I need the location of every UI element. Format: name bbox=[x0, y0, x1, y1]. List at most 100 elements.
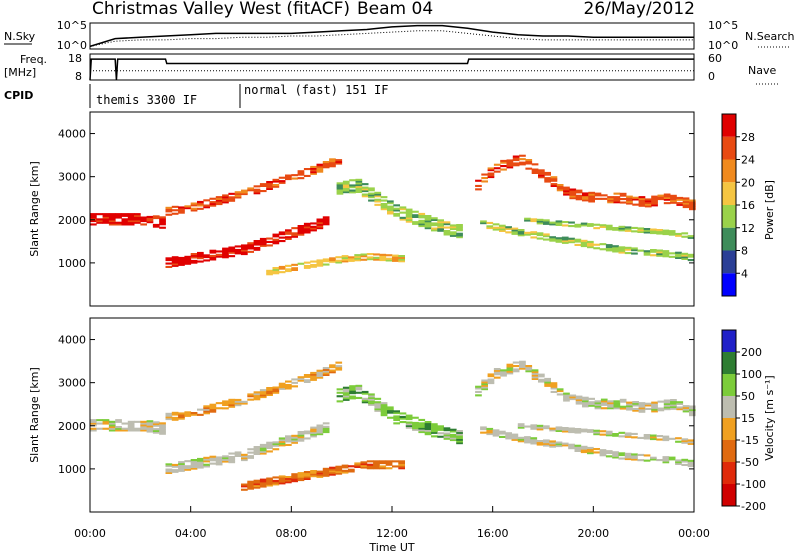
heatmap-cell bbox=[329, 369, 336, 372]
heatmap-cell bbox=[399, 421, 407, 424]
heatmap-cell bbox=[431, 435, 438, 438]
heatmap-cell bbox=[456, 232, 463, 235]
heatmap-cell bbox=[580, 445, 588, 448]
heatmap-cell bbox=[171, 205, 179, 208]
heatmap-cell bbox=[278, 271, 286, 274]
heatmap-cell bbox=[247, 484, 254, 487]
heatmap-cell bbox=[670, 196, 677, 199]
heatmap-cell bbox=[303, 224, 311, 227]
heatmap-cell bbox=[102, 422, 110, 425]
heatmap-cell bbox=[310, 171, 317, 174]
heatmap-cell bbox=[682, 204, 690, 207]
heatmap-cell bbox=[127, 427, 135, 430]
heatmap-cell bbox=[493, 170, 501, 173]
heatmap-cell bbox=[536, 218, 544, 221]
heatmap-cell bbox=[171, 418, 179, 421]
heatmap-cell bbox=[368, 196, 375, 199]
heatmap-cell bbox=[171, 470, 179, 473]
heatmap-cell bbox=[228, 461, 236, 464]
heatmap-cell bbox=[575, 191, 583, 194]
cpid-label: CPID bbox=[4, 89, 33, 102]
heatmap-cell bbox=[380, 206, 388, 209]
heatmap-cell bbox=[399, 211, 407, 214]
heatmap-cell bbox=[278, 181, 286, 184]
heatmap-cell bbox=[152, 429, 160, 432]
heatmap-cell bbox=[594, 407, 602, 410]
heatmap-cell bbox=[184, 255, 192, 258]
heatmap-cell bbox=[266, 387, 273, 390]
heatmap-cell bbox=[431, 222, 438, 225]
heatmap-cell bbox=[253, 481, 261, 484]
heatmap-cell bbox=[682, 408, 690, 411]
heatmap-cell bbox=[487, 167, 495, 170]
heatmap-cell bbox=[556, 185, 564, 188]
heatmap-cell bbox=[266, 237, 273, 240]
heatmap-cell bbox=[121, 422, 129, 425]
heatmap-cell bbox=[449, 435, 457, 438]
heatmap-cell bbox=[643, 253, 651, 256]
heatmap-cell bbox=[247, 247, 254, 250]
heatmap-cell bbox=[543, 425, 550, 428]
heatmap-cell bbox=[379, 467, 387, 470]
heatmap-cell bbox=[405, 424, 413, 427]
heatmap-cell bbox=[481, 383, 488, 386]
heatmap-cell bbox=[134, 216, 141, 219]
heatmap-cell bbox=[165, 208, 173, 211]
heatmap-cell bbox=[506, 166, 514, 169]
colorbar-segment bbox=[722, 227, 736, 251]
heatmap-cell bbox=[272, 235, 280, 238]
heatmap-cell bbox=[575, 194, 583, 197]
heatmap-cell bbox=[259, 389, 267, 392]
heatmap-cell bbox=[650, 230, 657, 233]
heatmap-cell bbox=[456, 224, 463, 227]
heatmap-cell bbox=[517, 234, 525, 237]
heatmap-cell bbox=[393, 209, 400, 212]
heatmap-cell bbox=[575, 196, 583, 199]
heatmap-cell bbox=[285, 264, 292, 267]
heatmap-cell bbox=[668, 255, 676, 258]
heatmap-cell bbox=[393, 412, 400, 415]
heatmap-cell bbox=[517, 426, 525, 429]
heatmap-cell bbox=[650, 250, 657, 253]
heatmap-cell bbox=[618, 249, 626, 252]
heatmap-cell bbox=[437, 228, 444, 231]
heatmap-cell bbox=[108, 220, 116, 223]
heatmap-cell bbox=[115, 223, 122, 226]
heatmap-cell bbox=[405, 208, 413, 211]
heatmap-cell bbox=[631, 453, 638, 456]
heatmap-cell bbox=[449, 439, 457, 442]
heatmap-cell bbox=[431, 426, 438, 429]
heatmap-cell bbox=[481, 381, 488, 384]
heatmap-cell bbox=[424, 422, 432, 425]
heatmap-cell bbox=[626, 405, 633, 408]
heatmap-cell bbox=[197, 255, 204, 258]
heatmap-cell bbox=[184, 465, 192, 468]
heatmap-cell bbox=[303, 265, 311, 268]
heatmap-cell bbox=[203, 206, 210, 209]
heatmap-cell bbox=[285, 270, 292, 273]
heatmap-cell bbox=[424, 225, 432, 228]
heatmap-cell bbox=[379, 255, 387, 258]
heatmap-cell bbox=[285, 174, 292, 177]
heatmap-cell bbox=[682, 197, 690, 200]
heatmap-cell bbox=[650, 436, 657, 439]
heatmap-cell bbox=[549, 236, 556, 239]
heatmap-cell bbox=[456, 234, 463, 237]
heatmap-cell bbox=[197, 204, 204, 207]
heatmap-cell bbox=[336, 184, 344, 187]
heatmap-cell bbox=[336, 182, 344, 185]
heatmap-cell bbox=[90, 216, 97, 219]
heatmap-cell bbox=[310, 264, 317, 267]
heatmap-cell bbox=[349, 386, 356, 389]
heatmap-cell bbox=[511, 227, 519, 230]
heatmap-cell bbox=[335, 162, 343, 165]
colorbar-tick-label: 50 bbox=[741, 390, 755, 403]
heatmap-cell bbox=[349, 392, 356, 395]
heatmap-cell bbox=[354, 255, 361, 258]
heatmap-cell bbox=[437, 229, 444, 232]
heatmap-cell bbox=[651, 197, 658, 200]
heatmap-cell bbox=[588, 401, 595, 404]
heatmap-cell bbox=[329, 466, 336, 469]
heatmap-cell bbox=[303, 437, 311, 440]
heatmap-cell bbox=[90, 214, 97, 217]
